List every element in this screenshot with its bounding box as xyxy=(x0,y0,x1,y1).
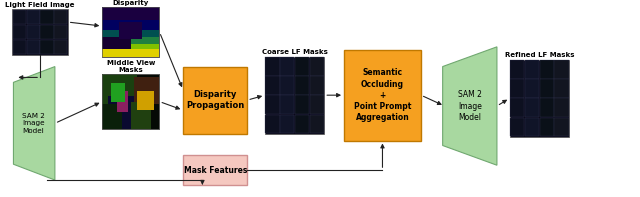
Bar xyxy=(295,96,309,114)
Bar xyxy=(310,96,324,114)
Bar xyxy=(510,98,524,117)
Bar xyxy=(102,74,159,129)
Bar xyxy=(295,76,309,95)
Bar xyxy=(12,9,68,55)
Bar xyxy=(102,30,159,37)
Text: SAM 2
Image
Model: SAM 2 Image Model xyxy=(458,90,482,122)
Bar xyxy=(102,74,159,129)
Bar xyxy=(265,57,324,134)
Bar xyxy=(510,79,524,98)
Bar xyxy=(116,91,128,112)
Bar xyxy=(40,10,54,24)
Text: Light Field Image: Light Field Image xyxy=(5,2,75,8)
Bar xyxy=(540,60,554,79)
Bar xyxy=(525,79,539,98)
Bar xyxy=(266,115,280,133)
Bar xyxy=(295,115,309,133)
Bar xyxy=(295,57,309,76)
Bar xyxy=(540,118,554,136)
Bar xyxy=(344,50,421,141)
Text: Disparity: Disparity xyxy=(113,0,149,7)
Bar xyxy=(554,79,569,98)
Bar xyxy=(510,60,524,79)
Bar xyxy=(102,7,159,57)
Bar xyxy=(310,57,324,76)
Text: Coarse LF Masks: Coarse LF Masks xyxy=(262,49,328,55)
Text: Semantic
Occluding
+
Point Prompt
Aggregation: Semantic Occluding + Point Prompt Aggreg… xyxy=(354,69,411,122)
Bar xyxy=(13,10,26,24)
Bar xyxy=(280,96,294,114)
Bar xyxy=(27,40,40,54)
Bar xyxy=(102,7,159,57)
Bar xyxy=(120,22,142,39)
Text: Mask Features: Mask Features xyxy=(184,166,247,175)
Bar xyxy=(280,115,294,133)
Bar xyxy=(27,25,40,39)
Polygon shape xyxy=(443,47,497,165)
Bar xyxy=(13,25,26,39)
Bar xyxy=(554,60,569,79)
Bar xyxy=(540,98,554,117)
Bar xyxy=(525,118,539,136)
Bar xyxy=(525,98,539,117)
Bar xyxy=(554,98,569,117)
Bar xyxy=(266,76,280,95)
Bar xyxy=(40,40,54,54)
Bar xyxy=(540,79,554,98)
Bar xyxy=(54,10,67,24)
Bar xyxy=(310,76,324,95)
Bar xyxy=(40,25,54,39)
Bar xyxy=(102,37,159,44)
Bar xyxy=(102,49,159,57)
Bar xyxy=(102,104,122,129)
Text: SAM 2
Image
Model: SAM 2 Image Model xyxy=(22,113,45,134)
Bar xyxy=(280,76,294,95)
Bar xyxy=(102,20,159,30)
Text: Refined LF Masks: Refined LF Masks xyxy=(504,52,574,58)
Bar xyxy=(525,60,539,79)
Bar xyxy=(102,37,131,49)
Bar xyxy=(13,40,26,54)
Bar xyxy=(134,77,159,104)
Bar xyxy=(27,10,40,24)
Bar xyxy=(554,118,569,136)
Bar xyxy=(54,25,67,39)
Bar xyxy=(266,57,280,76)
Bar xyxy=(310,115,324,133)
Bar xyxy=(266,96,280,114)
Bar xyxy=(136,91,154,110)
Polygon shape xyxy=(13,67,55,180)
Bar xyxy=(510,118,524,136)
Bar xyxy=(280,57,294,76)
Text: Middle View
Masks: Middle View Masks xyxy=(107,60,155,73)
Bar xyxy=(183,67,247,134)
Bar xyxy=(131,102,151,129)
Bar xyxy=(102,74,136,104)
Bar xyxy=(108,96,136,129)
Bar xyxy=(509,60,569,137)
Bar xyxy=(102,7,159,20)
Bar xyxy=(54,40,67,54)
Bar xyxy=(102,44,159,49)
Bar xyxy=(111,83,125,102)
Text: Disparity
Propagation: Disparity Propagation xyxy=(186,90,244,110)
Bar xyxy=(183,155,247,185)
